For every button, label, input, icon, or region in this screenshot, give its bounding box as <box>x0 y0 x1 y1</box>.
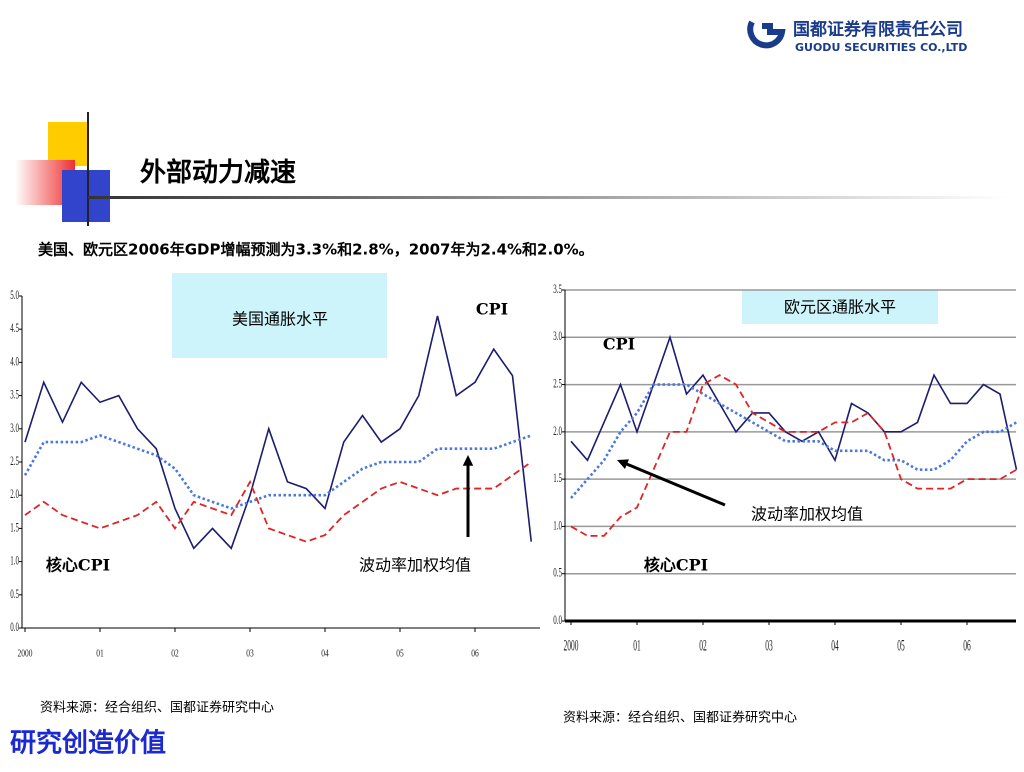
subtitle: 美国、欧元区2006年GDP增幅预测为3.3%和2.8%，2007年为2.4%和… <box>38 241 594 259</box>
chart-title: 美国通胀水平 <box>232 310 328 329</box>
arrow-head <box>617 459 629 469</box>
deco <box>48 122 88 166</box>
x-tick-label: 05 <box>897 637 904 655</box>
y-tick-label: 2.0 <box>10 488 19 502</box>
y-tick-label: 4.0 <box>10 355 19 369</box>
y-tick-label: 1.0 <box>553 519 562 533</box>
title-box <box>172 273 387 358</box>
y-tick-label: 2.5 <box>553 378 562 392</box>
y-tick-label: 4.5 <box>10 322 19 336</box>
y-tick-label: 2.0 <box>553 425 562 439</box>
company-en: GUODU SECURITIES CO.,LTD <box>795 41 967 54</box>
series-line <box>570 374 1017 537</box>
series-line <box>24 461 532 543</box>
company: 国都证券有限责任公司 <box>793 19 963 40</box>
y-tick-label: 0.5 <box>553 567 562 581</box>
source: 资料来源：经合组织、国都证券研究中心 <box>563 710 797 726</box>
y-tick-label: 1.5 <box>553 472 562 486</box>
y-tick-label: 1.5 <box>10 521 19 535</box>
series-line <box>570 383 1018 499</box>
x-tick-label: 03 <box>765 637 772 655</box>
x-tick-label: 03 <box>246 647 254 658</box>
logo: 国都证券有限责任公司 GUODU SECURITIES CO.,LTD <box>747 19 967 54</box>
series-label: 波动率加权均值 <box>751 505 863 524</box>
series-label: 核心CPI <box>46 556 110 575</box>
x-tick-label: 06 <box>471 647 479 658</box>
x-tick-label: 01 <box>96 647 103 658</box>
x-tick-label: 02 <box>699 637 706 655</box>
y-tick-label: 0.0 <box>10 621 19 635</box>
title-box <box>742 290 938 324</box>
y-tick-label: 3.5 <box>553 283 562 297</box>
deco <box>88 196 1008 199</box>
series-line <box>23 434 532 510</box>
x-tick-label: 05 <box>396 647 404 658</box>
y-tick-label: 5.0 <box>10 289 19 303</box>
x-tick-label: 02 <box>171 647 178 658</box>
series-label: 核心CPI <box>644 556 708 575</box>
y-tick-label: 3.0 <box>10 422 19 436</box>
series-label: 波动率加权均值 <box>359 556 471 575</box>
series-line <box>570 334 1018 470</box>
y-tick-label: 1.0 <box>10 555 19 569</box>
arrow <box>623 461 726 507</box>
x-tick-label: 04 <box>321 647 329 658</box>
x-tick-label: 2000 <box>18 647 33 658</box>
series-label: CPI <box>476 300 508 319</box>
x-tick-label: 01 <box>633 637 640 655</box>
y-tick-label: 0.5 <box>10 588 19 602</box>
series-line <box>24 315 533 550</box>
arrow-head <box>462 455 474 466</box>
y-tick-label: 2.5 <box>10 455 19 469</box>
slide-title: 外部动力减速 <box>140 158 296 188</box>
x-tick-label: 04 <box>831 637 839 655</box>
chart-title: 欧元区通胀水平 <box>784 298 896 317</box>
x-tick-label: 06 <box>963 637 970 655</box>
slogan: 研究创造价值 <box>10 728 166 759</box>
y-tick-label: 3.0 <box>553 330 562 344</box>
source: 资料来源：经合组织、国都证券研究中心 <box>40 700 274 716</box>
y-tick-label: 3.5 <box>10 389 19 403</box>
y-tick-label: 0.0 <box>553 614 562 628</box>
x-tick-label: 2000 <box>564 637 579 655</box>
series-label: CPI <box>603 335 635 354</box>
